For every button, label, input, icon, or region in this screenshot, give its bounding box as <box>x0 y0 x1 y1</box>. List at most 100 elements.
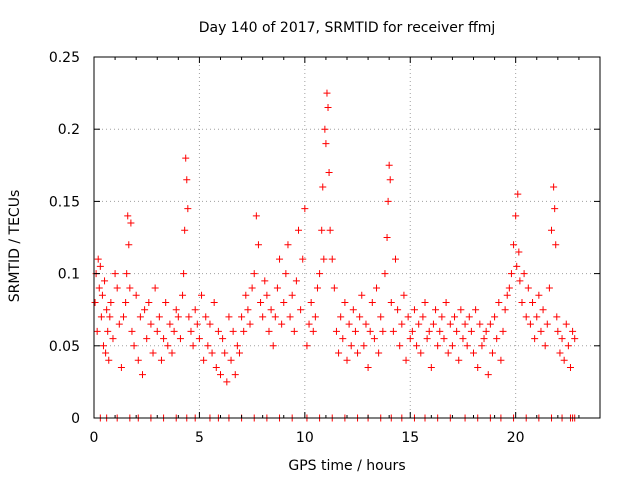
data-point <box>341 298 349 306</box>
data-point <box>564 342 572 350</box>
data-point <box>526 320 534 328</box>
data-point <box>141 306 149 314</box>
data-point <box>501 306 509 314</box>
data-point <box>221 349 229 357</box>
data-point <box>105 356 113 364</box>
data-point <box>176 335 184 343</box>
data-point <box>130 342 138 350</box>
data-point <box>440 335 448 343</box>
data-point <box>208 349 216 357</box>
axis-ticks <box>93 56 601 419</box>
data-point <box>195 335 203 343</box>
data-point <box>503 291 511 299</box>
data-point <box>436 327 444 335</box>
data-point <box>174 313 182 321</box>
data-point <box>491 313 499 321</box>
data-point <box>134 356 142 364</box>
data-point <box>292 277 300 285</box>
data-point <box>396 342 404 350</box>
data-point <box>322 140 330 148</box>
data-point <box>307 298 315 306</box>
data-point <box>453 327 461 335</box>
data-point <box>451 313 459 321</box>
data-point <box>155 313 163 321</box>
data-point <box>103 306 111 314</box>
data-point <box>566 363 574 371</box>
data-point <box>507 270 515 278</box>
data-point <box>472 306 480 314</box>
data-point <box>122 298 130 306</box>
data-point <box>91 298 99 306</box>
data-point <box>320 255 328 263</box>
data-point <box>455 356 463 364</box>
data-point <box>339 335 347 343</box>
data-point <box>254 241 262 249</box>
data-point <box>319 183 327 191</box>
data-point <box>512 212 520 220</box>
data-point <box>238 313 246 321</box>
data-point <box>229 327 237 335</box>
data-point <box>97 313 105 321</box>
data-point <box>541 342 549 350</box>
data-point <box>104 327 112 335</box>
data-point <box>448 342 456 350</box>
data-point <box>432 306 440 314</box>
data-point <box>560 356 568 364</box>
data-point <box>400 291 408 299</box>
data-point <box>325 169 333 177</box>
data-point <box>244 306 252 314</box>
data-point <box>257 298 265 306</box>
data-point <box>522 313 530 321</box>
data-point <box>263 291 271 299</box>
data-point <box>235 349 243 357</box>
data-point <box>271 313 279 321</box>
data-point <box>115 320 123 328</box>
data-point <box>246 320 254 328</box>
data-point <box>233 342 241 350</box>
data-point <box>180 270 188 278</box>
data-point <box>321 125 329 133</box>
data-point <box>518 298 526 306</box>
data-point <box>421 298 429 306</box>
data-point <box>276 255 284 263</box>
data-point <box>223 378 231 386</box>
data-point <box>535 291 543 299</box>
data-point <box>252 212 260 220</box>
data-point <box>515 248 523 256</box>
data-point <box>545 284 553 292</box>
data-point <box>95 284 103 292</box>
data-point <box>423 335 431 343</box>
x-tick-label: 0 <box>90 430 99 446</box>
data-point <box>556 349 564 357</box>
data-point <box>164 342 172 350</box>
data-point <box>149 349 157 357</box>
data-point <box>204 342 212 350</box>
data-point <box>539 306 547 314</box>
data-point <box>562 320 570 328</box>
data-point <box>415 320 423 328</box>
data-point <box>132 291 140 299</box>
data-point <box>425 327 433 335</box>
data-point <box>210 298 218 306</box>
data-point <box>470 349 477 357</box>
y-tick-label: 0.05 <box>49 339 80 355</box>
data-point <box>467 327 475 335</box>
data-point <box>248 284 256 292</box>
data-point <box>101 277 109 285</box>
data-point <box>366 327 374 335</box>
data-point <box>551 205 559 213</box>
data-point <box>553 313 561 321</box>
data-point <box>240 327 248 335</box>
data-point <box>303 342 311 350</box>
data-point <box>259 313 267 321</box>
chart-title: Day 140 of 2017, SRMTID for receiver ffm… <box>199 20 496 36</box>
data-point <box>381 270 389 278</box>
data-point <box>231 371 239 379</box>
data-point <box>510 241 518 249</box>
data-point <box>172 306 180 314</box>
data-point <box>427 363 435 371</box>
data-point <box>143 335 151 343</box>
data-point <box>417 349 425 357</box>
data-point <box>214 327 222 335</box>
